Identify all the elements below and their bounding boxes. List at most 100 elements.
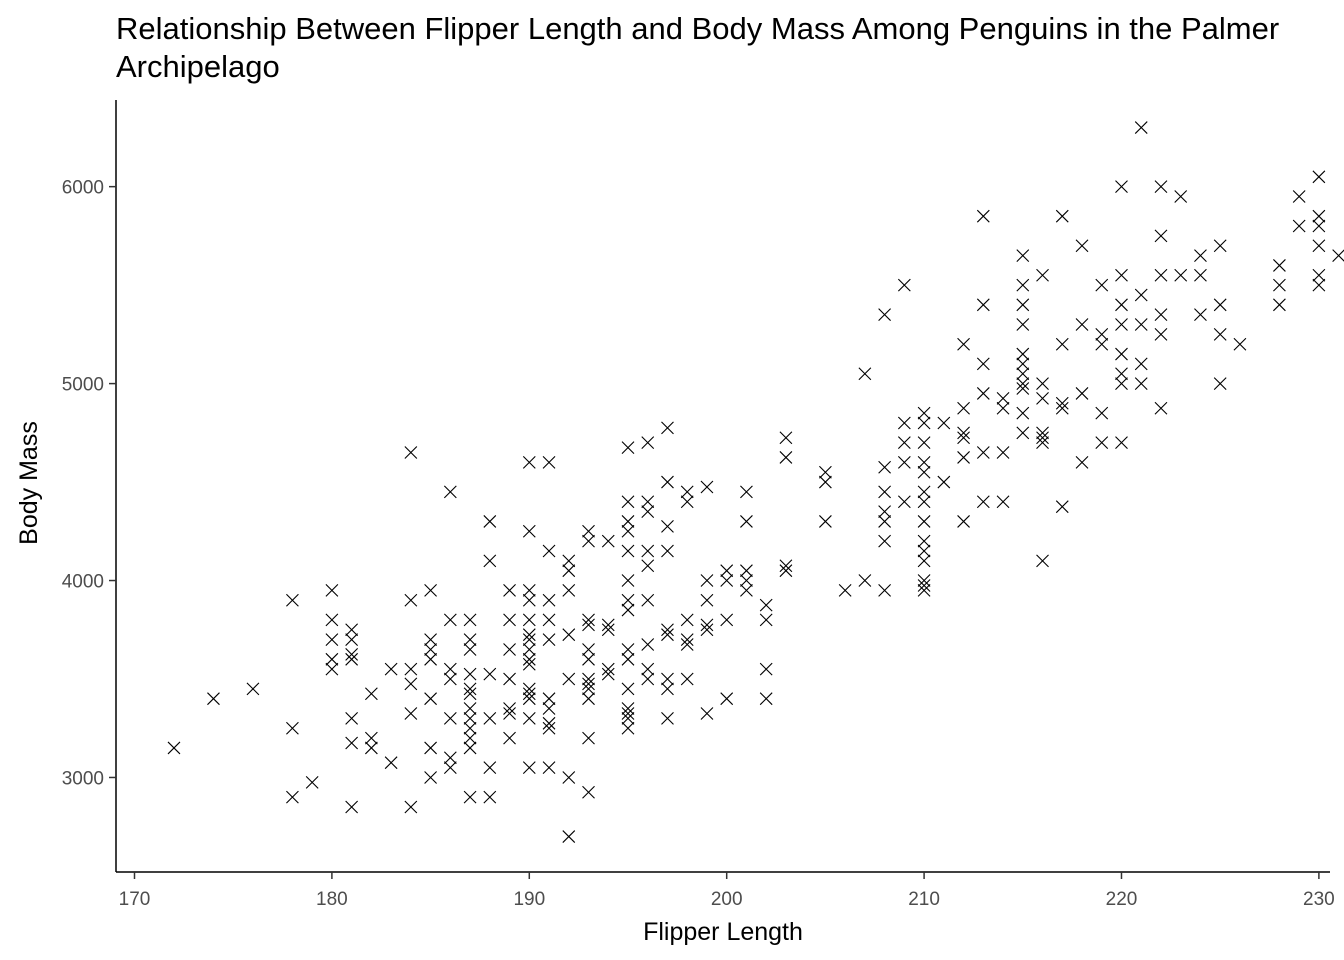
data-point <box>1174 268 1188 282</box>
data-point <box>443 662 457 676</box>
data-point <box>917 485 931 499</box>
data-point <box>759 692 773 706</box>
data-point <box>680 495 694 509</box>
data-point <box>1134 318 1148 331</box>
data-point <box>1016 426 1030 440</box>
data-point <box>740 515 753 528</box>
data-point <box>621 515 635 528</box>
data-point <box>740 574 753 587</box>
data-point <box>424 692 437 706</box>
data-point <box>641 672 655 686</box>
y-axis-title: Body Mass <box>15 421 43 545</box>
data-point <box>582 692 595 706</box>
data-point <box>680 633 694 647</box>
data-point <box>957 451 970 464</box>
data-point <box>1055 209 1069 223</box>
data-point <box>325 633 339 647</box>
data-point <box>1134 377 1148 390</box>
data-point <box>542 455 556 469</box>
data-point <box>720 613 734 627</box>
data-point <box>582 785 595 799</box>
data-point <box>1016 406 1030 420</box>
data-point <box>325 583 339 597</box>
data-point <box>1036 554 1049 568</box>
data-point <box>661 672 674 686</box>
data-point <box>917 416 931 430</box>
data-point <box>424 583 437 597</box>
x-axis-ticks: 170 180 190 200 210 220 230 <box>119 872 1335 910</box>
data-point <box>1312 209 1326 223</box>
data-point <box>1036 426 1049 440</box>
data-point <box>1194 268 1207 282</box>
data-point <box>1154 268 1168 282</box>
data-point <box>483 515 497 528</box>
data-point <box>1016 318 1030 331</box>
y-tick-label: 6000 <box>62 178 104 199</box>
data-point <box>1154 401 1168 415</box>
data-point <box>522 455 536 469</box>
data-point <box>522 652 536 666</box>
data-point <box>542 544 556 558</box>
data-point <box>897 455 911 469</box>
data-point <box>601 623 615 637</box>
data-point <box>621 702 635 715</box>
data-point <box>325 613 339 627</box>
data-point <box>976 446 990 459</box>
data-point <box>463 687 477 701</box>
data-point <box>503 613 516 627</box>
data-point <box>957 401 970 415</box>
data-point <box>878 460 892 474</box>
data-point <box>1036 431 1049 445</box>
data-point <box>542 593 556 607</box>
data-point <box>325 652 339 666</box>
data-point <box>641 638 655 651</box>
y-tick-label: 4000 <box>62 572 104 593</box>
data-point <box>443 485 457 499</box>
data-point <box>917 583 931 597</box>
data-point <box>443 672 457 686</box>
data-point <box>582 618 595 632</box>
y-tick-label: 3000 <box>62 768 104 789</box>
data-point <box>424 633 437 647</box>
x-axis-title: Flipper Length <box>643 918 803 946</box>
data-point <box>1036 391 1049 405</box>
data-point <box>522 583 536 597</box>
data-point <box>463 643 477 656</box>
data-point <box>542 692 556 706</box>
data-point <box>483 761 497 775</box>
data-point <box>680 638 694 651</box>
data-point <box>1332 249 1344 262</box>
data-point <box>522 682 536 696</box>
data-point <box>1115 436 1128 450</box>
data-point <box>996 446 1010 459</box>
data-point <box>522 628 536 642</box>
data-point <box>661 519 674 533</box>
data-point <box>522 633 536 647</box>
data-point <box>917 579 931 592</box>
data-points <box>167 121 1344 843</box>
data-point <box>463 613 477 627</box>
data-point <box>661 628 674 642</box>
data-point <box>1075 318 1089 331</box>
data-point <box>878 583 892 597</box>
data-point <box>562 830 576 843</box>
data-point <box>364 687 378 701</box>
data-point <box>1273 259 1286 272</box>
data-point <box>1194 249 1207 262</box>
data-point <box>424 652 437 666</box>
data-point <box>1075 455 1089 469</box>
data-point <box>384 756 398 770</box>
data-point <box>917 455 931 469</box>
data-point <box>286 790 299 804</box>
data-point <box>819 515 832 528</box>
data-point <box>1312 239 1326 253</box>
data-point <box>700 623 714 637</box>
data-point <box>700 593 714 607</box>
data-point <box>503 731 516 745</box>
data-point <box>1194 308 1207 322</box>
data-point <box>976 298 990 312</box>
data-point <box>996 401 1010 415</box>
data-point <box>562 583 576 597</box>
data-point <box>917 436 931 450</box>
data-point <box>1134 121 1148 134</box>
